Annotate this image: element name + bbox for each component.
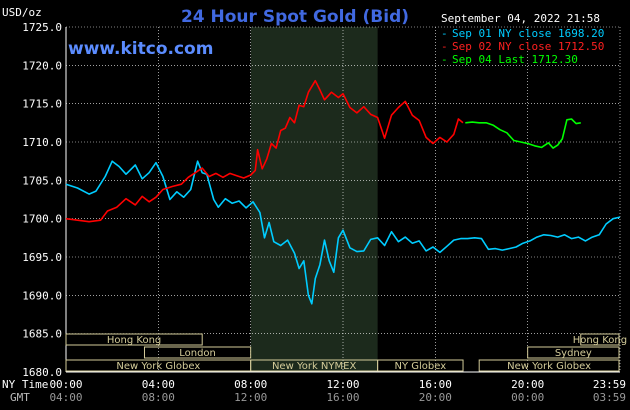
session-label: NY Globex [395,361,447,372]
session-bar [377,359,464,372]
y-tick-label: 1685.0 [22,328,62,341]
session-label: London [179,348,216,359]
y-tick-label: 1700.0 [22,213,62,226]
y-tick-label: 1705.0 [22,174,62,187]
x-tick-label-ny: 20:00 [511,378,544,391]
watermark-text: www.kitco.com [68,39,213,59]
chart-title: 24 Hour Spot Gold (Bid) [181,7,409,27]
x-tick-label-gmt: 04:00 [49,391,82,404]
x-axis-label-ny: NY Time [2,378,48,391]
x-axis-label-gmt: GMT [10,391,30,404]
session-bar [478,359,620,372]
x-tick-label-gmt: 20:00 [419,391,452,404]
price-line-series-0 [65,160,621,305]
y-tick-label: 1680.0 [22,366,62,379]
x-tick-label-ny: 04:00 [142,378,175,391]
session-bar [527,346,620,359]
legend-marker-sep02: - [441,40,448,53]
y-tick-label: 1715.0 [22,98,62,111]
y-tick-label: 1720.0 [22,59,62,72]
x-tick-label-ny: 08:00 [234,378,267,391]
session-label: Hong Kong [107,335,161,346]
session-bars: Hong Kong Hong Kong London Sydney New York G… [65,333,627,372]
session-bar [580,333,620,346]
session-label: New York Globex [507,361,591,372]
y-axis-ticks: 1725.0 1720.0 1715.0 1710.0 1705.0 1700.0 1695… [22,21,62,379]
x-tick-label-ny: 12:00 [326,378,359,391]
highlight-band [250,27,378,372]
series-layer [65,79,621,305]
x-tick-label-gmt: 00:00 [511,391,544,404]
y-tick-label: 1725.0 [22,21,62,34]
session-bar [65,333,203,346]
x-tick-label-ny: 00:00 [49,378,82,391]
x-tick-label-gmt: 12:00 [234,391,267,404]
highlight-layer [250,27,378,372]
legend-entry-sep02: Sep 02 NY close 1712.50 [452,40,604,53]
legend-marker-sep01: - [441,27,448,40]
x-tick-label-ny: 23:59 [593,378,626,391]
price-line-series-1 [65,79,464,223]
price-line-series-2 [465,118,581,149]
session-bar [143,346,252,359]
x-axis-ticks: 00:0004:0004:0008:0008:0012:0012:0016:00… [49,378,626,404]
currency-label: USD/oz [2,6,42,19]
x-tick-label-gmt: 16:00 [326,391,359,404]
x-tick-label-ny: 16:00 [419,378,452,391]
x-tick-label-gmt: 08:00 [142,391,175,404]
y-tick-label: 1690.0 [22,289,62,302]
y-tick-label: 1695.0 [22,251,62,264]
legend-entry-sep01: Sep 01 NY close 1698.20 [452,27,604,40]
timestamp: September 04, 2022 21:58 [441,12,600,25]
grid-layer [65,26,621,373]
session-label: New York NYMEX [272,361,357,372]
legend: - Sep 01 NY close 1698.20 - Sep 02 NY cl… [441,27,604,66]
legend-entry-sep04: Sep 04 Last 1712.30 [452,53,578,66]
y-tick-label: 1710.0 [22,136,62,149]
x-tick-label-gmt: 03:59 [593,391,626,404]
session-label: Hong Kong [573,335,627,346]
session-label: New York Globex [116,361,200,372]
session-label: Sydney [555,348,592,359]
legend-marker-sep04: - [441,53,448,66]
